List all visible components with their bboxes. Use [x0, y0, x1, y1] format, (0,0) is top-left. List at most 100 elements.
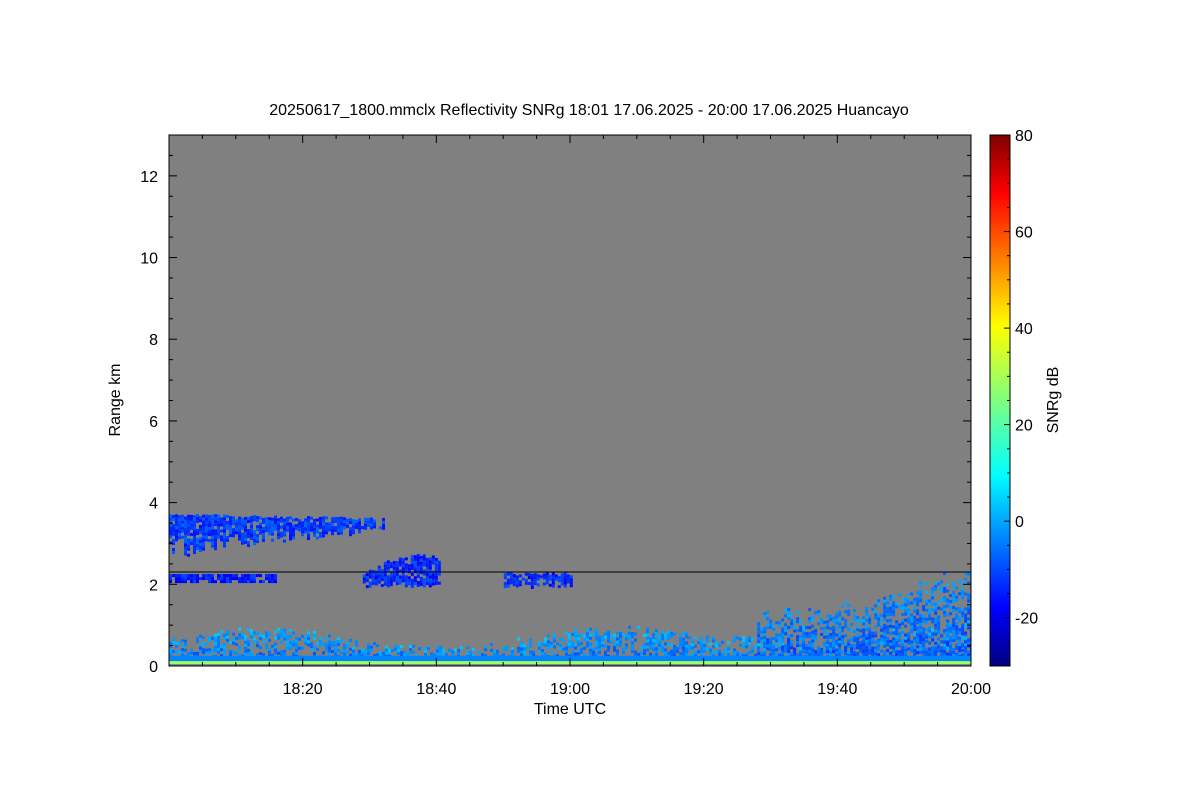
- echo-cell: [916, 641, 919, 645]
- echo-cell: [301, 646, 304, 650]
- echo-cell: [361, 651, 364, 655]
- echo-cell: [337, 525, 340, 529]
- echo-cell: [295, 524, 298, 528]
- echo-cell: [253, 518, 256, 522]
- echo-cell: [413, 561, 417, 565]
- echo-cell: [512, 574, 516, 578]
- echo-cell: [868, 621, 872, 625]
- echo-cell: [787, 650, 791, 654]
- echo-cell: [205, 532, 208, 536]
- echo-cell: [361, 526, 364, 530]
- echo-cell: [814, 632, 818, 636]
- echo-cell: [883, 635, 887, 639]
- echo-cell: [392, 572, 396, 576]
- echo-cell: [523, 653, 526, 657]
- echo-cell: [922, 614, 926, 618]
- echo-cell: [379, 526, 382, 530]
- echo-cell: [181, 529, 184, 533]
- echo-cell: [196, 543, 199, 547]
- echo-cell: [316, 641, 319, 645]
- echo-cell: [319, 522, 322, 526]
- echo-cell: [172, 640, 175, 644]
- echo-cell: [760, 643, 763, 647]
- echo-cell: [169, 520, 172, 524]
- echo-cell: [598, 638, 601, 642]
- echo-cell: [820, 617, 824, 621]
- echo-cell: [395, 582, 399, 586]
- echo-cell: [964, 649, 968, 653]
- echo-cell: [259, 522, 262, 526]
- echo-cell: [370, 517, 373, 521]
- echo-cell: [226, 514, 229, 518]
- echo-cell: [913, 651, 917, 655]
- echo-cell: [419, 579, 423, 583]
- echo-cell: [826, 645, 829, 649]
- echo-cell: [553, 639, 556, 643]
- echo-cell: [184, 639, 187, 643]
- echo-cell: [874, 604, 878, 608]
- echo-cell: [769, 625, 773, 629]
- echo-cell: [700, 637, 703, 641]
- echo-cell: [787, 635, 791, 639]
- echo-cell: [616, 649, 619, 653]
- echo-cell: [916, 597, 920, 601]
- echo-cell: [211, 544, 214, 548]
- echo-cell: [533, 579, 537, 583]
- echo-cell: [433, 653, 436, 657]
- echo-cell: [811, 630, 815, 634]
- echo-cell: [814, 653, 817, 657]
- echo-cell: [928, 635, 932, 639]
- echo-cell: [187, 574, 190, 578]
- echo-cell: [457, 648, 460, 652]
- echo-cell: [691, 640, 694, 644]
- echo-cell: [835, 618, 839, 622]
- echo-cell: [850, 628, 854, 632]
- echo-cell: [583, 652, 586, 656]
- echo-cell: [766, 641, 770, 645]
- echo-cell: [407, 567, 411, 571]
- echo-cell: [928, 614, 932, 618]
- echo-cell: [811, 639, 815, 643]
- echo-cell: [413, 564, 417, 568]
- echo-cell: [506, 581, 510, 585]
- echo-cell: [232, 574, 235, 578]
- echo-cell: [751, 646, 754, 650]
- echo-cell: [892, 610, 896, 614]
- echo-cell: [853, 618, 857, 622]
- echo-cell: [383, 573, 387, 577]
- echo-cell: [520, 650, 523, 654]
- echo-cell: [592, 650, 595, 654]
- echo-cell: [877, 644, 880, 648]
- echo-cell: [865, 648, 869, 652]
- echo-cell: [229, 653, 232, 657]
- echo-cell: [202, 532, 205, 536]
- echo-cell: [319, 519, 322, 523]
- echo-cell: [583, 637, 586, 641]
- echo-cell: [850, 637, 854, 641]
- echo-cell: [178, 515, 181, 519]
- echo-cell: [814, 650, 818, 654]
- echo-cell: [922, 632, 926, 636]
- echo-cell: [928, 608, 932, 612]
- echo-cell: [955, 625, 959, 629]
- echo-cell: [244, 540, 247, 544]
- echo-cell: [913, 615, 917, 619]
- echo-cell: [217, 650, 220, 654]
- echo-cell: [247, 577, 250, 581]
- echo-cell: [518, 580, 522, 584]
- echo-cell: [322, 651, 325, 655]
- echo-cell: [184, 534, 187, 538]
- echo-cell: [202, 648, 205, 652]
- echo-cell: [569, 575, 573, 579]
- echo-cell: [271, 574, 274, 578]
- echo-cell: [422, 584, 426, 588]
- echo-cell: [310, 528, 313, 532]
- echo-cell: [856, 640, 860, 644]
- echo-cell: [628, 631, 631, 635]
- echo-cell: [835, 615, 839, 619]
- echo-cell: [955, 643, 959, 647]
- echo-cell: [214, 639, 217, 643]
- echo-cell: [370, 520, 373, 524]
- echo-cell: [652, 654, 655, 658]
- echo-cell: [367, 646, 370, 650]
